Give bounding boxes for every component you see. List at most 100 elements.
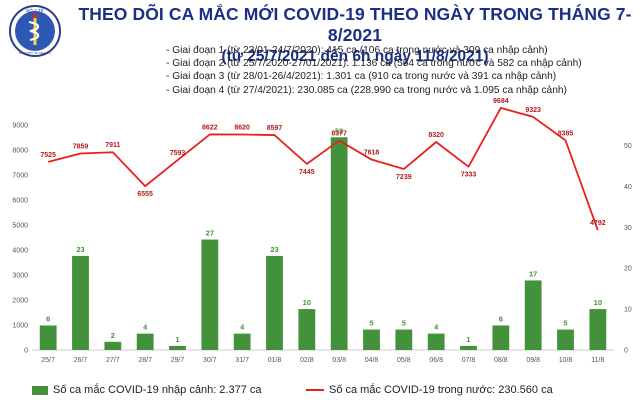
left-axis-tick-label: 1000 xyxy=(12,323,28,330)
legend: Số ca mắc COVID-19 nhập cảnh: 2.377 ca S… xyxy=(32,382,632,400)
line-point-label: 7525 xyxy=(40,152,56,159)
series-line-domestic xyxy=(47,107,599,231)
line-point-label: 8385 xyxy=(558,130,574,137)
line-point-label: 8622 xyxy=(202,124,218,131)
legend-label-line: Số ca mắc COVID-19 trong nước: 230.560 c… xyxy=(329,384,553,396)
line-point-label: 6555 xyxy=(137,191,153,198)
x-axis-tick-label: 03/8 xyxy=(332,357,346,364)
bar-value-label: 6 xyxy=(499,314,503,323)
left-axis-tick-label: 5000 xyxy=(12,223,28,230)
legend-swatch-bar xyxy=(32,385,48,395)
bar xyxy=(72,255,89,350)
x-axis-tick-label: 26/7 xyxy=(74,357,88,364)
bar xyxy=(233,333,251,350)
bar xyxy=(395,329,413,350)
bar-value-label: 4 xyxy=(240,323,245,332)
line-point-label: 8320 xyxy=(428,132,444,139)
bar-value-label: 4 xyxy=(434,323,439,332)
right-axis-tick-label: 20 xyxy=(624,266,632,273)
phase-item: Giai đoạn 3 (từ 28/01-26/4/2021): 1.301 … xyxy=(166,70,582,83)
legend-swatch-line xyxy=(306,389,324,391)
x-axis-tick-label: 27/7 xyxy=(106,357,120,364)
x-axis-tick-label: 01/8 xyxy=(268,357,282,364)
bar xyxy=(427,333,445,350)
x-axis-tick-label: 07/8 xyxy=(462,357,476,364)
left-axis-tick-label: 3000 xyxy=(12,273,28,280)
phase-item: Giai đoạn 1 (từ 23/01-24/7/2020): 415 ca… xyxy=(166,44,582,57)
bar-value-label: 10 xyxy=(303,298,311,307)
bar-value-label: 1 xyxy=(175,335,179,344)
x-axis-tick-label: 06/8 xyxy=(429,357,443,364)
left-axis-tick-label: 0 xyxy=(24,348,28,355)
logo-subtext: MINISTRY OF HEALTH xyxy=(19,51,51,55)
bar-value-label: 23 xyxy=(76,245,84,254)
line-point-label: 4792 xyxy=(590,220,606,227)
bar-value-label: 2 xyxy=(111,331,115,340)
bar-value-label: 6 xyxy=(46,314,50,323)
bar xyxy=(557,329,574,350)
bar xyxy=(201,239,219,350)
right-axis-tick-label: 0 xyxy=(624,348,628,355)
x-axis-tick-label: 08/8 xyxy=(494,357,508,364)
left-axis-tick-label: 6000 xyxy=(12,198,28,205)
legend-item-bars: Số ca mắc COVID-19 nhập cảnh: 2.377 ca xyxy=(32,384,262,396)
right-axis-tick-label: 50 xyxy=(624,143,632,150)
x-axis-tick-label: 25/7 xyxy=(41,357,55,364)
line-point-label: 7333 xyxy=(461,172,477,179)
x-axis-tick-label: 04/8 xyxy=(365,357,379,364)
phase-item: Giai đoạn 4 (từ 27/4/2021): 230.085 ca (… xyxy=(166,84,582,97)
bar-value-label: 1 xyxy=(466,335,470,344)
line-point-label: 7618 xyxy=(364,150,380,157)
line-point-label: 9323 xyxy=(525,107,541,114)
bar-value-label: 5 xyxy=(402,319,406,328)
line-point-label: 7445 xyxy=(299,169,315,176)
right-axis-tick-label: 10 xyxy=(624,307,632,314)
bar xyxy=(363,329,380,350)
x-axis-tick-label: 11/8 xyxy=(591,357,604,364)
x-axis-tick-label: 29/7 xyxy=(171,357,185,364)
ministry-logo: BỘ Y TẾ MINISTRY OF HEALTH xyxy=(9,5,61,57)
bar-value-label: 10 xyxy=(594,298,602,307)
bar xyxy=(136,333,154,350)
left-axis-tick-label: 8000 xyxy=(12,148,28,155)
x-axis-tick-label: 31/7 xyxy=(235,357,249,364)
left-axis-tick-label: 2000 xyxy=(12,298,28,305)
bar-value-label: 52 xyxy=(335,126,343,135)
left-axis-tick-label: 4000 xyxy=(12,248,28,255)
line-point-label: 7911 xyxy=(105,142,120,149)
line-point-label: 7239 xyxy=(396,174,412,181)
chart-title: THEO DÕI CA MẮC MỚI COVID-19 THEO NGÀY T… xyxy=(78,4,632,45)
bar-value-label: 5 xyxy=(369,319,373,328)
bar-value-label: 23 xyxy=(270,245,278,254)
line-point-label: 9684 xyxy=(493,98,509,105)
phase-summary-list: Giai đoạn 1 (từ 23/01-24/7/2020): 415 ca… xyxy=(166,44,582,97)
left-axis-tick-label: 7000 xyxy=(12,173,28,180)
bar xyxy=(39,325,57,350)
line-point-label: 8597 xyxy=(267,125,283,132)
line-point-label: 7593 xyxy=(170,150,186,157)
bar xyxy=(330,137,348,350)
bar xyxy=(460,345,477,350)
x-axis-tick-label: 10/8 xyxy=(559,357,573,364)
legend-item-line: Số ca mắc COVID-19 trong nước: 230.560 c… xyxy=(306,384,553,396)
x-axis-tick-label: 30/7 xyxy=(203,357,217,364)
x-axis-tick-label: 28/7 xyxy=(138,357,152,364)
line-point-label: 8620 xyxy=(234,125,250,132)
right-axis-tick-label: 40 xyxy=(624,184,632,191)
bar xyxy=(266,255,283,350)
phase-item: Giai đoạn 2 (từ 25/7/2020-27/01/2021): 1… xyxy=(166,57,581,70)
bar xyxy=(169,345,186,350)
x-axis-tick-label: 02/8 xyxy=(300,357,314,364)
line-point-label: 7859 xyxy=(73,144,89,151)
bar-value-label: 17 xyxy=(529,269,537,278)
x-axis-tick-label: 09/8 xyxy=(526,357,540,364)
right-axis-tick-label: 30 xyxy=(624,225,632,232)
bar-value-label: 27 xyxy=(206,229,214,238)
line-point-label: 8377 xyxy=(331,131,347,138)
x-axis-tick-label: 05/8 xyxy=(397,357,411,364)
bar-value-label: 5 xyxy=(563,319,567,328)
bar xyxy=(298,309,316,350)
bar xyxy=(589,309,607,350)
logo-text: BỘ Y TẾ xyxy=(26,7,44,13)
